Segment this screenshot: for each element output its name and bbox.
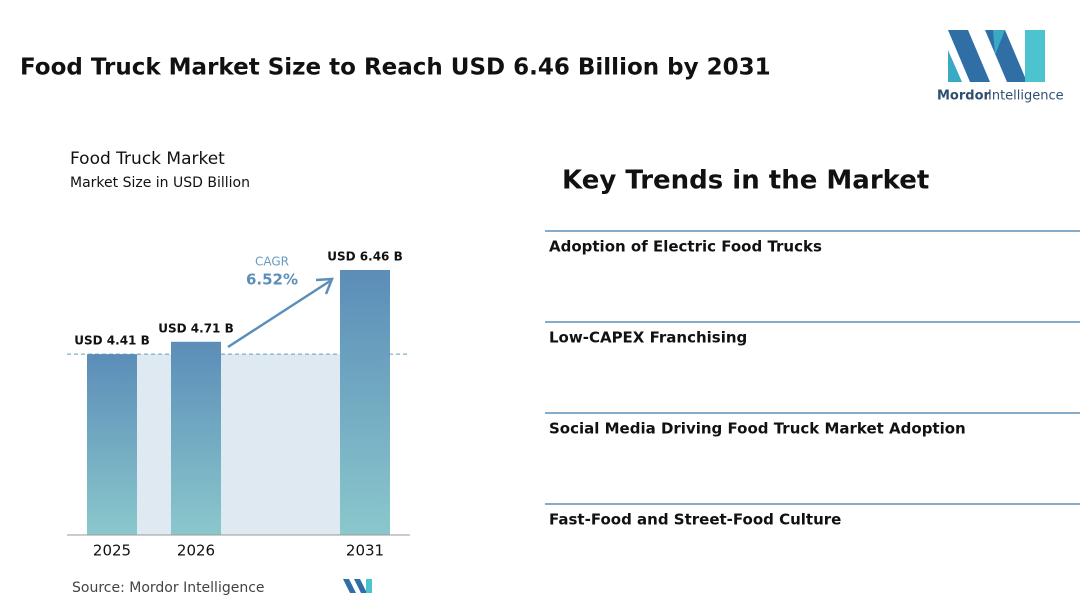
chart-title: Food Truck Market (70, 149, 225, 169)
bar (87, 354, 137, 535)
logo-shape (948, 30, 990, 82)
arrow-head (315, 277, 334, 295)
logo-shape (366, 579, 372, 593)
trend-item: Adoption of Electric Food Trucks (549, 238, 822, 256)
logo (948, 30, 1045, 82)
cagr-label: CAGR (255, 255, 289, 269)
value-label: USD 4.41 B (74, 334, 149, 348)
bar (340, 270, 390, 535)
logo-shape (993, 30, 1005, 55)
source: Source: Mordor Intelligence (72, 580, 265, 596)
value-label: USD 4.71 B (158, 321, 233, 335)
x-tick-label: 2031 (346, 542, 384, 560)
trend-item: Social Media Driving Food Truck Market A… (549, 420, 966, 438)
logo-shape (354, 579, 367, 593)
x-tick-label: 2025 (93, 542, 131, 560)
logo-shape (343, 579, 356, 593)
arrow-line (227, 279, 331, 349)
base-area (137, 354, 340, 535)
logo-shape (948, 50, 962, 82)
chart-subtitle: Market Size in USD Billion (70, 175, 250, 191)
bar (171, 341, 221, 535)
logo-shape (1025, 30, 1045, 82)
value-label: USD 6.46 B (327, 250, 402, 264)
logo-suffix: Intelligence (988, 89, 1064, 104)
x-tick-label: 2026 (177, 542, 215, 560)
cagr-arrow (227, 277, 334, 349)
small-logo (343, 579, 372, 593)
trend-item: Low-CAPEX Franchising (549, 329, 747, 347)
trends-title: Key Trends in the Market (562, 166, 929, 196)
page-title: Food Truck Market Size to Reach USD 6.46… (20, 55, 771, 81)
trend-item: Fast-Food and Street-Food Culture (549, 511, 841, 529)
logo-shape (985, 30, 1027, 82)
logo-brand: Mordor (937, 89, 991, 104)
cagr-value: 6.52% (246, 271, 298, 289)
